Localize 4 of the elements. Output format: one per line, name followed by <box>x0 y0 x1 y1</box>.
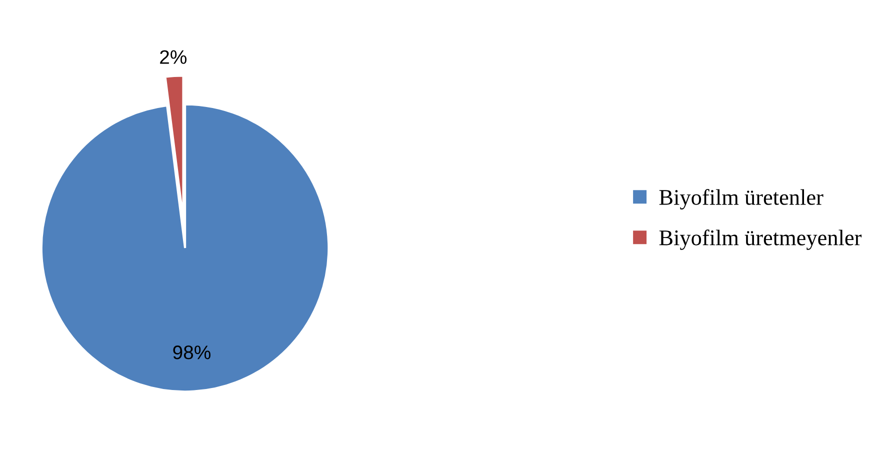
data-label: 2% <box>160 50 187 64</box>
legend-label: Biyofilm üretenler <box>659 189 824 210</box>
data-label: 98% <box>173 346 210 360</box>
legend-label: Biyofilm üretmeyenler <box>659 229 862 250</box>
